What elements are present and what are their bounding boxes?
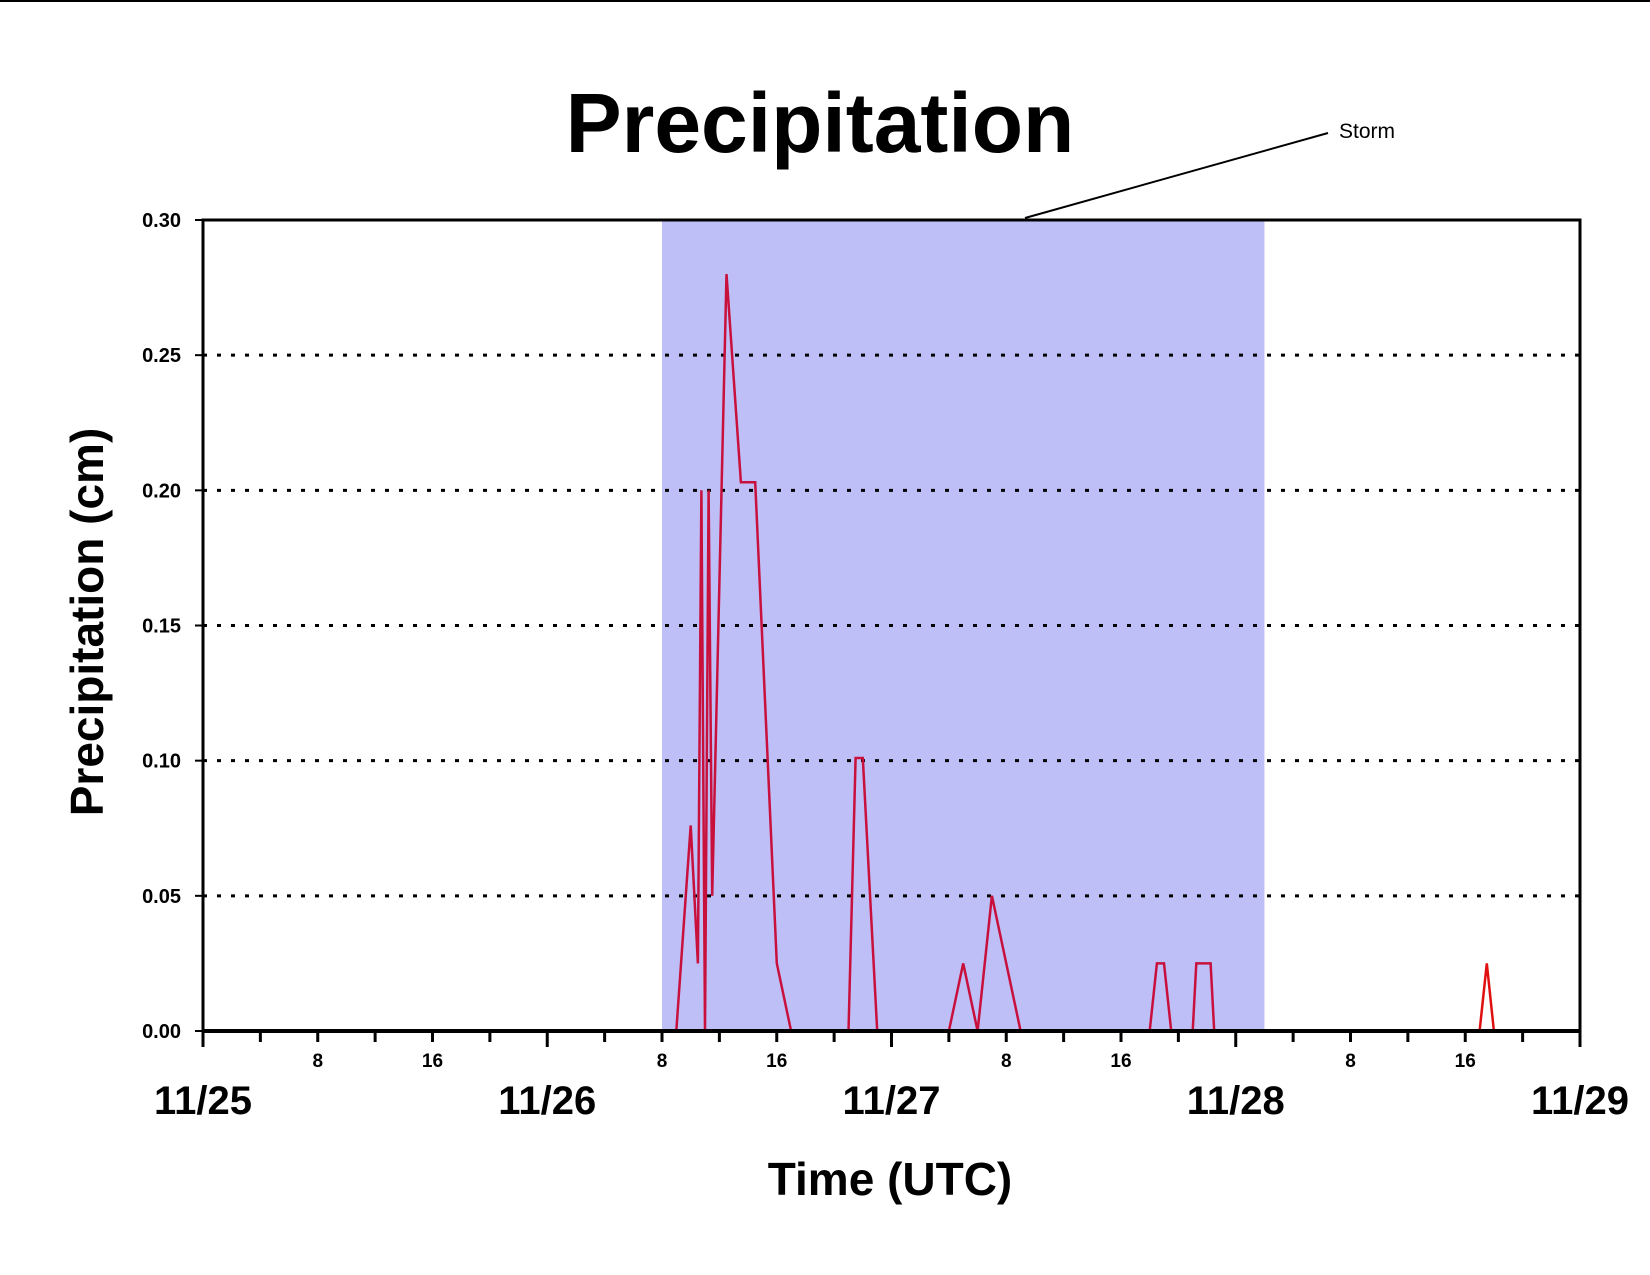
- x-hour-label: 16: [1110, 1051, 1131, 1072]
- top-rule: [0, 0, 1650, 2]
- precipitation-series-line: [1478, 963, 1496, 1032]
- y-tick-label: 0.00: [142, 1021, 181, 1043]
- x-hour-label: 16: [422, 1051, 443, 1072]
- y-tick-label: 0.05: [142, 886, 181, 908]
- storm-annotation-leader: [1024, 132, 1329, 219]
- y-tick-label: 0.25: [142, 345, 181, 367]
- x-hour-label: 8: [312, 1051, 323, 1072]
- storm-annotation-label: Storm: [1339, 120, 1395, 143]
- x-hour-label: 8: [1001, 1051, 1012, 1072]
- y-tick-label: 0.30: [142, 210, 181, 232]
- y-axis-title: Precipitation (cm): [61, 428, 113, 817]
- x-date-label: 11/29: [1531, 1079, 1629, 1123]
- x-hour-label: 16: [1455, 1051, 1476, 1072]
- x-date-label: 11/25: [154, 1079, 252, 1123]
- x-date-label: 11/26: [498, 1079, 596, 1123]
- y-tick-label: 0.15: [142, 616, 181, 638]
- x-hour-label: 16: [766, 1051, 787, 1072]
- x-axis-title: Time (UTC): [768, 1153, 1013, 1205]
- x-hour-label: 8: [1345, 1051, 1356, 1072]
- chart-title: Precipitation: [566, 76, 1075, 170]
- x-hour-label: 8: [657, 1051, 668, 1072]
- y-tick-label: 0.10: [142, 751, 181, 773]
- y-tick-label: 0.20: [142, 480, 181, 502]
- x-date-label: 11/27: [843, 1079, 941, 1123]
- x-date-label: 11/28: [1187, 1079, 1285, 1123]
